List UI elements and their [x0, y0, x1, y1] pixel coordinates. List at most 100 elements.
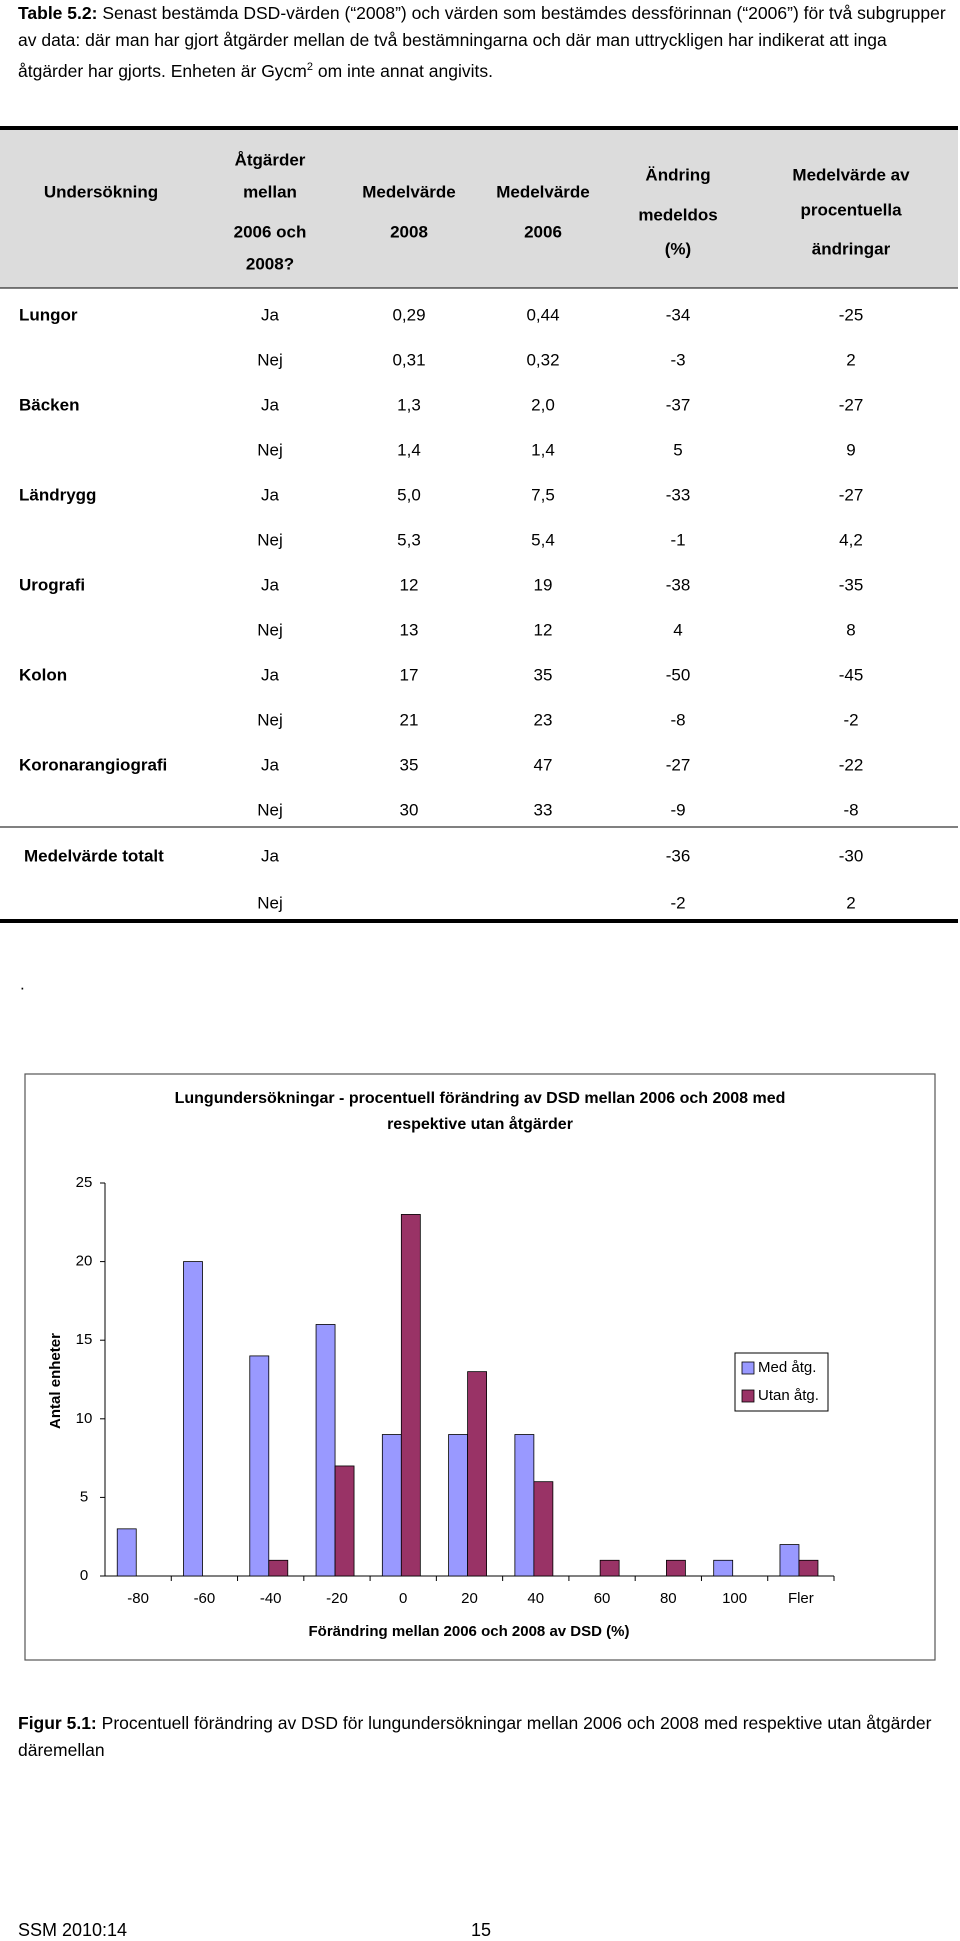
bar — [249, 1355, 270, 1577]
table-cell: -45 — [839, 665, 864, 684]
bar — [183, 1261, 203, 1577]
table-cell: 5,4 — [531, 530, 555, 549]
x-tick-label: -20 — [326, 1590, 348, 1607]
table-cell: 21 — [400, 710, 419, 729]
table-cell: -35 — [839, 575, 864, 594]
y-tick-label: 25 — [76, 1174, 93, 1191]
table-cell: 12 — [400, 575, 419, 594]
table-cell: -8 — [670, 710, 685, 729]
table-cell: 0,29 — [392, 305, 425, 324]
x-tick-label: -80 — [127, 1590, 149, 1607]
table-cell: -22 — [839, 755, 864, 774]
table-cell: Ja — [261, 665, 280, 684]
table-cell: -3 — [670, 350, 685, 369]
bar — [514, 1434, 535, 1577]
y-tick-label: 10 — [76, 1410, 93, 1427]
caption-label: Table 5.2: — [18, 3, 98, 23]
table-cell: 30 — [400, 800, 419, 819]
table-cell: -9 — [670, 800, 685, 819]
bar — [268, 1559, 289, 1577]
table-cell: 2 — [846, 893, 855, 912]
figure-caption-text: Procentuell förändring av DSD för lungun… — [18, 1713, 932, 1760]
legend-swatch — [741, 1361, 755, 1375]
table-cell: 35 — [400, 755, 419, 774]
figure-caption: Figur 5.1: Procentuell förändring av DSD… — [18, 1710, 948, 1764]
x-tick-label: 40 — [527, 1590, 544, 1607]
header-cell: Medelvärde — [496, 182, 590, 201]
y-tick-label: 20 — [76, 1253, 93, 1270]
table-cell: 35 — [534, 665, 553, 684]
table-cell: 0,44 — [526, 305, 559, 324]
table-cell: -27 — [839, 485, 864, 504]
x-tick-label: Fler — [788, 1590, 814, 1607]
table-cell: 23 — [534, 710, 553, 729]
table-cell: Ja — [261, 846, 280, 865]
header-cell: 2008 — [390, 222, 428, 241]
table-cell: 4 — [673, 620, 682, 639]
chart-title: Lungundersökningar - procentuell förändr… — [175, 1090, 786, 1107]
table-cell: Ja — [261, 305, 280, 324]
table-cell: Nej — [257, 710, 283, 729]
table-cell: -25 — [839, 305, 864, 324]
y-axis-label: Antal enheter — [47, 1333, 64, 1429]
row-label: Kolon — [19, 665, 67, 684]
bar — [533, 1481, 554, 1577]
x-tick-label: 60 — [594, 1590, 611, 1607]
bar — [779, 1544, 800, 1577]
header-cell: Undersökning — [44, 182, 158, 201]
y-tick-label: 0 — [80, 1567, 88, 1584]
y-tick-label: 15 — [76, 1331, 93, 1348]
table-cell: 4,2 — [839, 530, 863, 549]
table-cell: 0,32 — [526, 350, 559, 369]
header-cell: Ändring — [645, 165, 710, 184]
table-cell: -2 — [843, 710, 858, 729]
legend-swatch — [741, 1389, 755, 1403]
x-tick-label: 0 — [399, 1590, 407, 1607]
bar — [666, 1559, 686, 1577]
header-cell: 2006 och — [234, 222, 307, 241]
x-tick-label: 100 — [722, 1590, 747, 1607]
table-cell: -38 — [666, 575, 691, 594]
table-cell: 1,3 — [397, 395, 421, 414]
figure-caption-label: Figur 5.1: — [18, 1713, 97, 1733]
header-cell: Medelvärde av — [792, 165, 910, 184]
table-cell: Ja — [261, 575, 280, 594]
header-cell: procentuella — [800, 200, 902, 219]
table-cell: Ja — [261, 755, 280, 774]
table-cell: 1,4 — [397, 440, 421, 459]
table-cell: 9 — [846, 440, 855, 459]
x-axis-label: Förändring mellan 2006 och 2008 av DSD (… — [309, 1623, 630, 1640]
bar — [713, 1559, 734, 1577]
x-tick-label: -60 — [194, 1590, 216, 1607]
y-tick-label: 5 — [80, 1488, 88, 1505]
row-label: Medelvärde totalt — [24, 846, 164, 865]
header-bg — [0, 128, 958, 288]
table-cell: 0,31 — [392, 350, 425, 369]
bar — [315, 1324, 336, 1577]
bar — [599, 1559, 620, 1577]
legend-label: Med åtg. — [758, 1359, 816, 1376]
header-cell: 2008? — [246, 254, 294, 273]
header-cell: ändringar — [812, 239, 891, 258]
table-cell: 2,0 — [531, 395, 555, 414]
table-cell: 19 — [534, 575, 553, 594]
caption-text: Senast bestämda DSD-värden (“2008”) och … — [18, 3, 946, 81]
table-caption: Table 5.2: Senast bestämda DSD-värden (“… — [18, 0, 948, 85]
table-cell: -37 — [666, 395, 691, 414]
table-cell: 7,5 — [531, 485, 555, 504]
bar — [467, 1371, 488, 1577]
table-cell: Nej — [257, 620, 283, 639]
header-cell: medeldos — [638, 205, 717, 224]
table-cell: -30 — [839, 846, 864, 865]
table-cell: 17 — [400, 665, 419, 684]
table-cell: 5,3 — [397, 530, 421, 549]
table-cell: -1 — [670, 530, 685, 549]
table-cell: Ja — [261, 485, 280, 504]
table-cell: -50 — [666, 665, 691, 684]
bar — [798, 1559, 819, 1577]
caption-sup: 2 — [306, 61, 314, 73]
x-tick-label: 80 — [660, 1590, 677, 1607]
row-label: Urografi — [19, 575, 85, 594]
